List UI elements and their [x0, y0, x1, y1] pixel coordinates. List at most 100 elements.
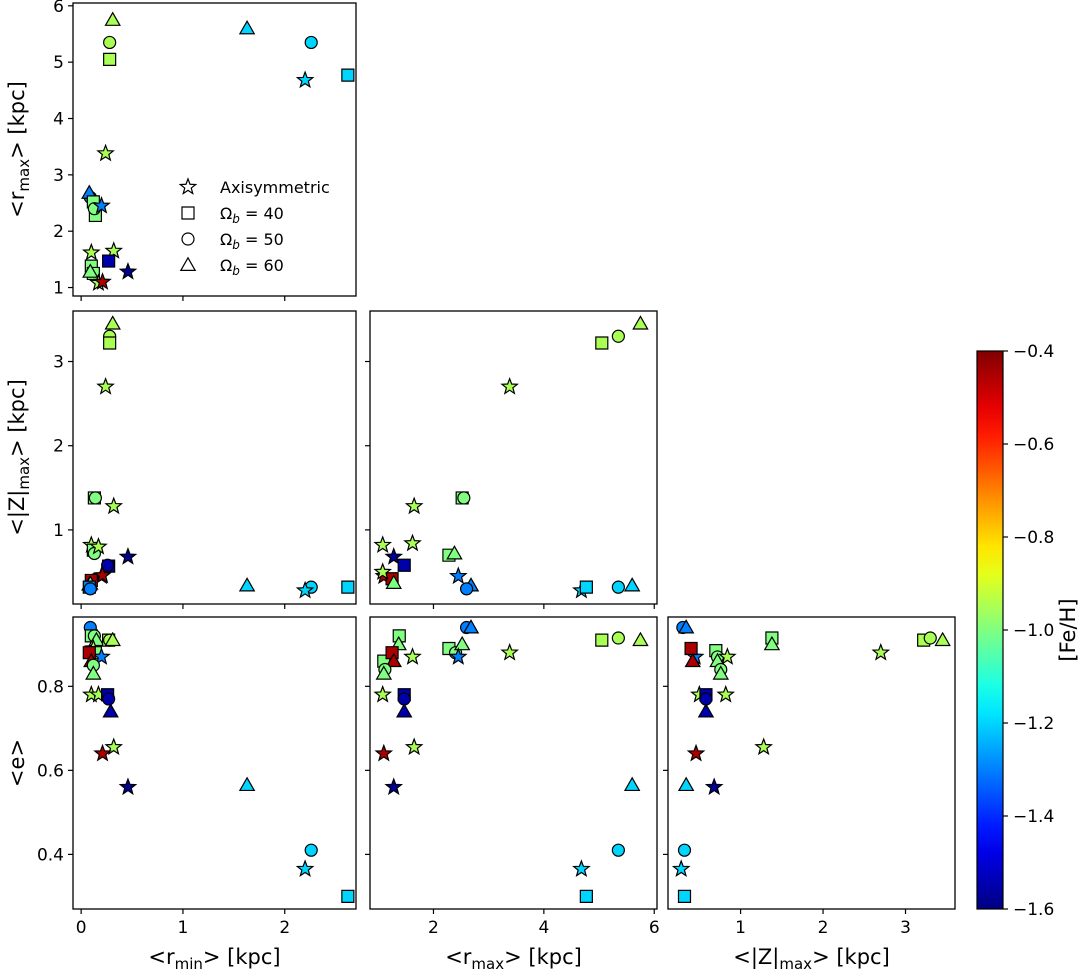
data-point-triangle [934, 631, 951, 647]
panel-rmax-vs-zmax [365, 310, 658, 609]
data-point-triangle [763, 635, 781, 651]
data-point-star [373, 684, 393, 703]
data-point-star [403, 533, 422, 552]
y-axis-label: <e> [5, 739, 29, 787]
colorbar: −1.6 −1.4 −1.2 −1.0 −0.8 −0.6 −0.4 [Fe/H] [976, 342, 1080, 920]
data-point-star [93, 565, 112, 584]
legend-marker-star [178, 177, 198, 195]
y-tick-label: 5 [53, 53, 64, 73]
y-tick-label: 4 [53, 110, 64, 130]
data-point-star [384, 547, 404, 565]
data-point-star [295, 70, 315, 89]
data-point-circle [88, 491, 102, 505]
data-point-circle [101, 558, 115, 572]
y-tick-label: 3 [53, 353, 64, 373]
y-tick-label: 0.4 [37, 845, 64, 865]
data-point-circle [83, 582, 97, 596]
panel-rmin-vs-rmax: 1 2 3 4 5 6 <rmax> [kpc] [5, 0, 357, 301]
data-point-circle [304, 843, 318, 857]
data-point-triangle [623, 577, 641, 592]
data-point-star [81, 242, 101, 261]
data-point-triangle [104, 11, 121, 26]
data-point-star [500, 376, 519, 395]
colorbar-tick-label: −0.4 [1013, 342, 1054, 362]
data-point-triangle [684, 652, 701, 668]
x-tick-label: 3 [900, 918, 911, 938]
data-point-star [104, 737, 124, 756]
y-axis-label: <rmax> [kpc] [5, 81, 33, 218]
data-point-square [579, 889, 593, 903]
x-tick-label: 2 [428, 918, 439, 938]
colorbar-bar [976, 350, 1004, 910]
legend-label-value: = 50 [240, 230, 284, 249]
data-point-square [341, 889, 355, 903]
axes-frame [72, 616, 357, 910]
data-point-star [96, 143, 115, 162]
data-point-star [754, 737, 773, 756]
data-point-star [384, 777, 404, 796]
legend-label: Ωb = 50 [220, 230, 284, 252]
data-point-star [118, 261, 138, 280]
panel-rmin-vs-zmax: 1 2 3 <|Z|max> [kpc] [5, 310, 357, 609]
legend-label-value: = 40 [240, 204, 284, 223]
data-point-star [718, 647, 737, 665]
legend-label: Ωb = 60 [220, 256, 284, 278]
colorbar-tick-label: −0.6 [1013, 435, 1054, 455]
colorbar-tick-label: −0.8 [1013, 528, 1054, 548]
data-point-triangle [632, 631, 649, 647]
data-point-triangle [85, 665, 102, 680]
data-point-triangle [697, 703, 715, 718]
x-axis-label-sub: max [779, 955, 812, 973]
x-axis-label: <rmin> [kpc] [148, 945, 280, 973]
data-point-square [684, 641, 698, 656]
data-point-triangle [677, 619, 695, 634]
y-tick-label: 0.6 [37, 761, 64, 781]
data-point-circle [457, 491, 471, 505]
legend-label-symbol: Ω [220, 230, 232, 249]
data-point-circle [611, 843, 625, 857]
data-point-triangle [102, 703, 119, 718]
x-axis-label: <|Z|max> [kpc] [733, 945, 890, 973]
y-tick-label: 1 [53, 279, 64, 299]
data-point-circle [677, 843, 692, 857]
legend-marker-triangle [179, 256, 197, 271]
data-point-triangle [677, 776, 695, 792]
axes-frame [369, 310, 658, 605]
data-point-star [374, 743, 394, 762]
x-tick-label: 6 [649, 918, 660, 938]
y-tick-label: 6 [53, 0, 64, 17]
legend-entry: Ωb = 60 [179, 256, 284, 278]
y-axis-label-sub: max [15, 457, 33, 490]
y-axis-label-main: <r [5, 191, 29, 218]
x-tick-label: 1 [178, 918, 189, 938]
y-tick-label: 2 [53, 222, 64, 242]
data-point-star [96, 376, 115, 395]
x-axis-label-rest: > [kpc] [203, 945, 281, 969]
y-tick-label: 2 [53, 437, 64, 457]
axes-frame [72, 310, 357, 605]
legend-label-value: = 60 [240, 256, 284, 275]
y-axis-label-main: <|Z| [5, 490, 30, 536]
data-point-triangle [82, 263, 99, 278]
data-point-circle [103, 35, 117, 50]
legend-marker-circle [181, 232, 195, 246]
data-point-square [341, 68, 355, 82]
data-point-star [448, 566, 468, 585]
axes-frame [667, 616, 956, 910]
data-point-circle [304, 35, 318, 50]
axes-frame [72, 2, 357, 297]
data-point-square [595, 633, 609, 647]
legend-label: Ωb = 40 [220, 204, 284, 226]
data-point-circle [611, 631, 625, 645]
data-point-square [397, 558, 411, 572]
data-point-star [373, 562, 393, 580]
data-point-circle [611, 329, 625, 343]
data-point-star [448, 647, 468, 665]
legend-label-symbol: Ω [220, 256, 232, 275]
data-point-circle [923, 631, 937, 645]
data-point-square [341, 580, 355, 594]
x-axis-label-sub: min [175, 955, 203, 973]
